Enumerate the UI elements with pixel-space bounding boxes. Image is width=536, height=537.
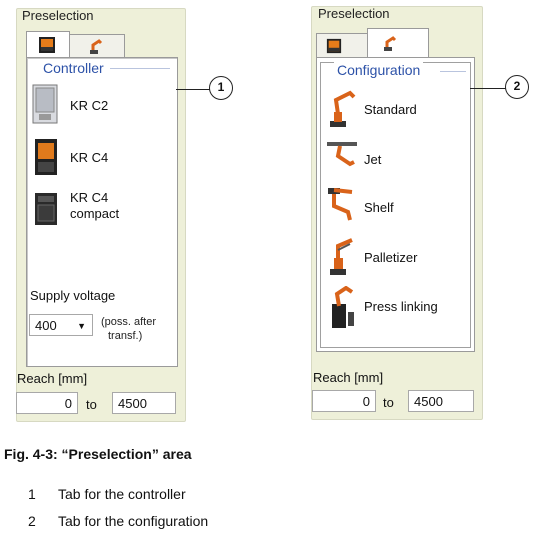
kr-c4-cabinet-icon [35, 139, 57, 175]
config-option-standard[interactable]: Standard [326, 88, 466, 130]
kr-c4-compact-icon [35, 193, 57, 225]
right-reach-label: Reach [mm] [313, 370, 384, 385]
config-option-jet[interactable]: Jet [326, 138, 466, 180]
config-option-press-linking[interactable]: Press linking [326, 286, 466, 332]
legend-number-2: 2 [28, 513, 36, 529]
controller-option-kr-c2[interactable]: KR C2 [32, 84, 162, 130]
callout-1-line [176, 89, 210, 90]
config-option-palletizer[interactable]: Palletizer [326, 236, 466, 278]
kr-c4-label: KR C4 [70, 150, 109, 165]
left-tab-configuration[interactable] [69, 34, 125, 58]
legend-text-1: Tab for the controller [58, 486, 186, 502]
robot-arm-icon [384, 36, 397, 51]
right-tab-content-inner [320, 62, 471, 348]
callout-2: 2 [505, 75, 529, 99]
palletizer-robot-icon [330, 238, 353, 275]
robot-arm-icon [90, 39, 103, 54]
shelf-robot-icon [328, 188, 353, 221]
left-reach-to-word: to [86, 397, 97, 412]
right-tab-configuration[interactable] [367, 28, 429, 58]
config-option-shelf[interactable]: Shelf [326, 186, 466, 228]
supply-voltage-label: Supply voltage [30, 288, 116, 303]
legend-item-2: 2 Tab for the configuration [28, 513, 208, 529]
standard-label: Standard [364, 102, 417, 117]
controller-group-title: Controller [40, 60, 107, 76]
left-reach-from-input[interactable]: 0 [16, 392, 78, 414]
jet-robot-icon [327, 142, 357, 167]
legend-number-1: 1 [28, 486, 36, 502]
chevron-down-icon: ▼ [77, 321, 86, 331]
kr-c2-cabinet-icon [32, 84, 58, 124]
legend-item-1: 1 Tab for the controller [28, 486, 186, 502]
kr-c2-label: KR C2 [70, 98, 109, 113]
configuration-group-title: Configuration [334, 62, 424, 78]
controller-cabinet-icon [326, 38, 342, 54]
callout-2-line [470, 88, 506, 89]
voltage-note-line2: transf.) [108, 330, 143, 342]
voltage-note-line1: (poss. after [101, 316, 157, 328]
figure-caption: Fig. 4-3: “Preselection” area [4, 446, 192, 462]
press-linking-label: Press linking [364, 299, 438, 314]
right-panel-title: Preselection [318, 6, 390, 21]
kr-c4-compact-label-line2: compact [70, 206, 120, 221]
right-reach-from-input[interactable]: 0 [312, 390, 376, 412]
controller-group-line [110, 68, 170, 69]
callout-1: 1 [209, 76, 233, 100]
legend-text-2: Tab for the configuration [58, 513, 209, 529]
standard-robot-icon [330, 90, 356, 127]
shelf-label: Shelf [364, 200, 394, 215]
left-panel-title: Preselection [22, 8, 94, 23]
press-linking-robot-icon [332, 286, 354, 328]
right-reach-to-word: to [383, 395, 394, 410]
left-reach-to-input[interactable]: 4500 [112, 392, 176, 414]
palletizer-label: Palletizer [364, 250, 418, 265]
left-reach-label: Reach [mm] [17, 371, 88, 386]
jet-label: Jet [364, 152, 382, 167]
left-tab-controller[interactable] [26, 31, 70, 58]
configuration-group-line [440, 71, 466, 72]
supply-voltage-select[interactable]: 400 ▼ [29, 314, 93, 336]
right-reach-to-input[interactable]: 4500 [408, 390, 474, 412]
kr-c4-compact-label-line1: KR C4 [70, 190, 109, 205]
controller-option-kr-c4-compact[interactable]: KR C4 compact [32, 190, 162, 232]
controller-cabinet-icon [39, 37, 55, 53]
supply-voltage-value: 400 [35, 318, 57, 333]
controller-option-kr-c4[interactable]: KR C4 [32, 138, 162, 180]
right-tab-controller[interactable] [316, 33, 368, 58]
